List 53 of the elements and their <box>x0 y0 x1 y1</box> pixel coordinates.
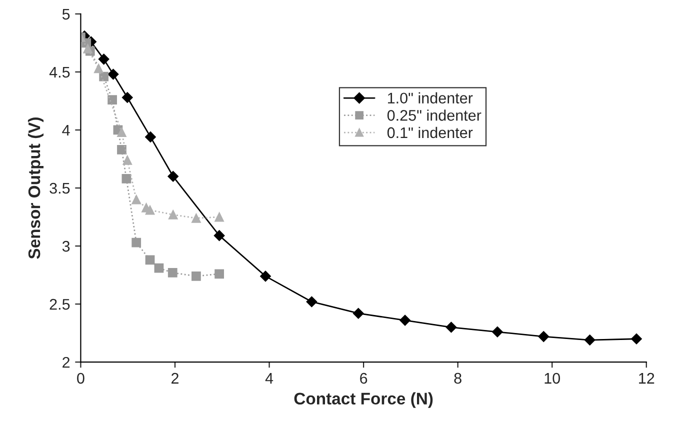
point <box>214 212 224 222</box>
legend-label: 0.25" indenter <box>387 110 482 121</box>
y-tick-label: 3 <box>62 240 70 252</box>
point <box>168 210 178 220</box>
point <box>145 205 155 215</box>
point <box>108 95 117 104</box>
legend-label: 1.0" indenter <box>388 92 473 104</box>
x-axis-title: Contact Force (N) <box>294 392 433 408</box>
point <box>168 170 179 182</box>
x-tick-label: 4 <box>265 373 274 384</box>
x-tick-label: 6 <box>360 372 368 384</box>
point <box>492 326 503 338</box>
point <box>538 331 550 342</box>
point <box>260 270 271 282</box>
point <box>108 68 119 80</box>
y-tick-label: 4 <box>62 125 70 136</box>
x-tick-label: 10 <box>544 372 560 384</box>
point <box>117 145 126 154</box>
point <box>352 308 364 319</box>
y-tick-label: 3.5 <box>50 182 70 194</box>
y-tick-label: 2.5 <box>50 298 70 310</box>
x-tick-label: 0 <box>77 372 84 384</box>
point <box>631 333 642 344</box>
point <box>214 230 225 242</box>
x-tick-label: 2 <box>172 372 178 384</box>
point <box>168 268 178 278</box>
y-tick-label: 5 <box>62 8 70 20</box>
point <box>192 213 201 223</box>
point <box>122 174 132 184</box>
point <box>192 272 201 281</box>
point <box>400 314 410 326</box>
point <box>122 92 133 103</box>
legend-label: 0.1" indenter <box>387 126 473 138</box>
point <box>145 255 155 265</box>
point <box>94 64 104 74</box>
x-tick-label: 8 <box>454 372 462 384</box>
point <box>584 334 596 346</box>
x-tick-label: 12 <box>639 372 654 384</box>
point <box>98 54 110 65</box>
point <box>122 155 132 165</box>
point <box>214 269 224 279</box>
point <box>306 296 318 308</box>
point <box>117 128 126 137</box>
point <box>83 44 92 54</box>
point <box>132 194 142 204</box>
y-axis-title: Sensor Output (V) <box>28 118 44 259</box>
point <box>99 72 108 82</box>
y-tick-label: 2 <box>62 356 70 368</box>
y-tick-label: 4.5 <box>49 66 70 78</box>
point <box>145 132 156 142</box>
point <box>154 263 164 273</box>
point <box>132 238 142 248</box>
point <box>446 322 457 333</box>
